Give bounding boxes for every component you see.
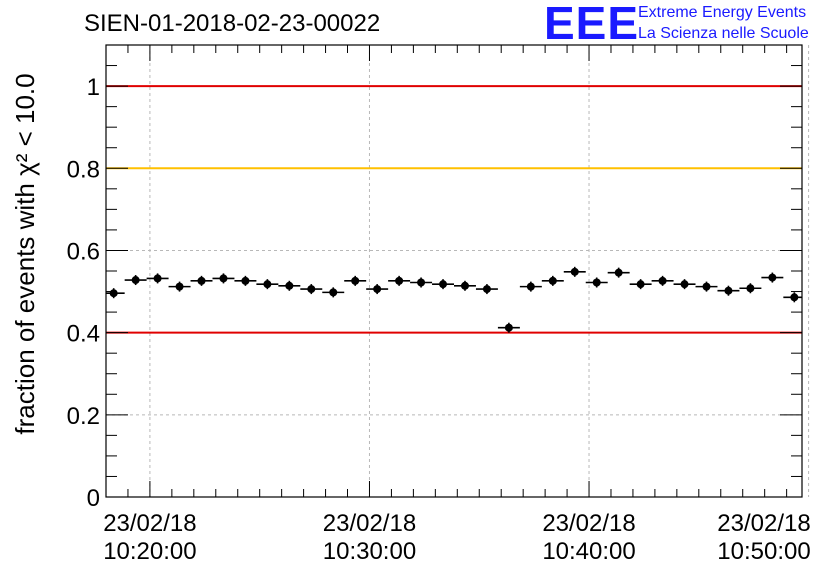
data-point-7 (256, 279, 279, 290)
data-point-29 (739, 283, 762, 294)
data-point-marker (482, 285, 491, 294)
data-point-marker (373, 285, 382, 294)
data-point-marker (307, 285, 316, 294)
data-point-10 (322, 287, 345, 298)
logo-line-1: Extreme Energy Events (638, 4, 807, 21)
data-point-8 (278, 280, 301, 291)
x-tick-label-time-1: 10:30:00 (323, 538, 416, 565)
data-point-marker (417, 278, 426, 287)
y-axis-label: fraction of events with χ² < 10.0 (10, 73, 40, 434)
y-tick-label-1: 0.2 (67, 403, 100, 430)
grid-layer (106, 45, 810, 497)
y-tick-label-3: 0.6 (67, 238, 100, 265)
logo-line-2: La Scienza nelle Scuole (638, 25, 809, 42)
data-point-marker (219, 274, 228, 283)
data-point-marker (460, 281, 469, 290)
y-tick-label-4: 0.8 (67, 156, 100, 183)
data-point-31 (783, 292, 802, 303)
data-point-marker (592, 278, 601, 287)
y-tick-label-0: 0 (87, 485, 100, 512)
plot-frame (105, 44, 803, 498)
data-point-20 (541, 275, 564, 286)
data-point-16 (454, 280, 476, 291)
chart-title: SIEN-01-2018-02-23-00022 (84, 10, 381, 37)
data-point-marker (526, 282, 535, 291)
data-point-28 (717, 285, 740, 296)
data-point-marker (702, 282, 711, 291)
data-point-marker (790, 293, 799, 302)
data-point-23 (607, 267, 630, 278)
data-point-27 (695, 281, 718, 292)
data-point-marker (614, 268, 623, 277)
data-point-24 (629, 279, 652, 290)
data-point-marker (131, 276, 140, 285)
data-point-3 (168, 281, 191, 292)
data-point-marker (109, 289, 118, 298)
y-tick-label-2: 0.4 (67, 321, 100, 348)
data-point-2 (146, 273, 169, 284)
data-point-marker (680, 280, 689, 289)
data-point-marker (724, 286, 733, 295)
x-tick-label-time-3: 10:50:00 (717, 538, 810, 565)
data-point-15 (432, 279, 454, 290)
data-point-marker (636, 280, 645, 289)
data-point-21 (563, 266, 586, 277)
data-points (106, 266, 802, 333)
data-point-marker (746, 284, 755, 293)
data-point-marker (285, 281, 294, 290)
x-tick-label-date-0: 23/02/18 (103, 510, 196, 537)
data-point-17 (475, 284, 498, 295)
x-tick-label-date-1: 23/02/18 (323, 510, 416, 537)
x-tick-label-date-3: 23/02/18 (717, 510, 810, 537)
data-point-marker (263, 280, 272, 289)
data-point-marker (329, 288, 338, 297)
x-tick-label-date-2: 23/02/18 (542, 510, 635, 537)
data-point-marker (153, 274, 162, 283)
axes (105, 44, 803, 498)
data-point-6 (234, 275, 257, 286)
data-point-12 (366, 284, 389, 295)
data-point-marker (351, 276, 360, 285)
eee-logo: EEE Extreme Energy Events La Scienza nel… (544, 0, 834, 49)
data-point-1 (124, 275, 147, 286)
reference-lines (106, 85, 802, 334)
data-point-4 (190, 275, 213, 286)
data-point-marker (175, 282, 184, 291)
data-point-13 (388, 275, 411, 286)
data-point-marker (570, 267, 579, 276)
data-point-18 (497, 322, 520, 333)
y-tick-label-5: 1 (87, 74, 100, 101)
data-point-11 (344, 275, 367, 286)
data-point-19 (519, 281, 542, 292)
x-tick-label-time-0: 10:20:00 (103, 538, 196, 565)
data-point-marker (658, 276, 667, 285)
data-point-30 (761, 272, 784, 283)
x-tick-label-time-2: 10:40:00 (542, 538, 635, 565)
data-point-25 (651, 275, 674, 286)
data-point-marker (395, 276, 404, 285)
data-point-14 (410, 277, 433, 288)
data-point-marker (439, 280, 448, 289)
logo-mark: EEE (544, 0, 640, 49)
data-point-26 (673, 279, 696, 290)
data-point-9 (300, 284, 323, 295)
data-point-marker (504, 323, 513, 332)
axis-labels: fraction of events with χ² < 10.0 0 0.2 0.… (10, 73, 811, 565)
data-point-marker (548, 276, 557, 285)
data-point-5 (212, 273, 235, 284)
data-point-0 (106, 288, 125, 299)
data-point-22 (585, 277, 608, 288)
data-point-marker (241, 276, 250, 285)
data-point-marker (768, 273, 777, 282)
data-point-marker (197, 276, 206, 285)
